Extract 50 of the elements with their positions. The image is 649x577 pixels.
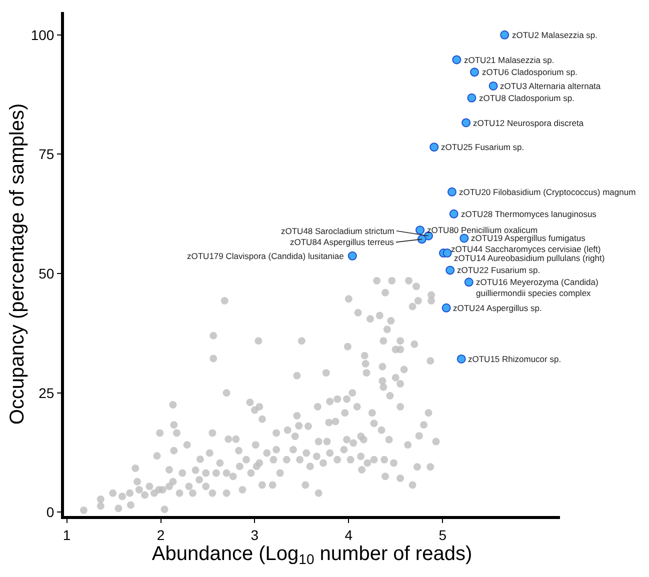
point	[462, 118, 471, 128]
annotation: zOTU24 Aspergillus sp.	[453, 303, 542, 313]
annotation: zOTU25 Fusarium sp.	[441, 142, 524, 152]
point	[460, 234, 469, 243]
y-axis-title: Occupancy (percentage of samples)	[6, 103, 28, 425]
x-axis-title: Abundance (Log$_{10}$ number of reads)	[152, 542, 472, 567]
point	[449, 209, 458, 218]
y-tick-label: 0	[46, 504, 54, 520]
x-tick-label: 4	[344, 526, 353, 543]
y-tick-label: 75	[38, 146, 54, 162]
point	[456, 354, 466, 364]
annotation: zOTU2 Malasezzia sp.	[512, 30, 598, 40]
annotation: zOTU28 Thermomyces lanuginosus	[461, 209, 596, 219]
point	[430, 142, 439, 152]
x-tick-label: 2	[156, 526, 165, 543]
annotation: zOTU12 Neurospora discreta	[473, 118, 584, 128]
annotation: zOTU44 Saccharomyces cervisiae (left)	[451, 244, 601, 254]
point	[442, 303, 451, 312]
annotation: zOTU179 Clavispora (Candida) lusitaniae	[187, 251, 344, 261]
y-tick-label: 25	[38, 384, 54, 401]
point	[442, 248, 452, 258]
annotation: zOTU80 Penicillium oxalicum	[427, 225, 538, 235]
point	[416, 226, 425, 235]
annotation: zOTU3 Alternaria alternata	[500, 81, 601, 91]
point	[417, 234, 426, 244]
annotation: zOTU22 Fusarium sp.	[457, 265, 540, 275]
annotation: zOTU84 Aspergillus terreus	[290, 237, 394, 247]
annotation: zOTU16 Meyerozyma (Candida) guilliermondii species complex	[476, 277, 599, 298]
annotation: zOTU15 Rhizomucor sp.	[468, 354, 562, 364]
point	[467, 93, 476, 102]
point	[470, 68, 480, 77]
point	[452, 55, 462, 64]
point	[348, 251, 357, 260]
x-tick-label: 3	[250, 526, 259, 543]
annotation: zOTU20 Filobasidium (Cryptococcus) magnum	[459, 187, 636, 197]
point	[500, 30, 510, 40]
annotation: zOTU8 Cladosporium sp.	[479, 93, 574, 103]
x-tick-label: 5	[438, 526, 447, 543]
point	[488, 81, 498, 90]
annotation: zOTU14 Aureobasidium pullulans (right)	[454, 253, 605, 263]
annotation: zOTU21 Malasezzia sp.	[464, 55, 554, 65]
annotation: zOTU19 Aspergillus fumigatus	[471, 233, 586, 243]
x-tick-label: 1	[62, 526, 71, 543]
y-tick-label: 50	[38, 265, 54, 282]
y-tick-label: 100	[30, 26, 54, 43]
annotation: zOTU48 Sarocladium strictum	[281, 226, 394, 236]
annotation: zOTU6 Cladosporium sp.	[482, 67, 578, 77]
point	[447, 187, 456, 196]
point	[464, 278, 474, 287]
point	[446, 266, 455, 275]
